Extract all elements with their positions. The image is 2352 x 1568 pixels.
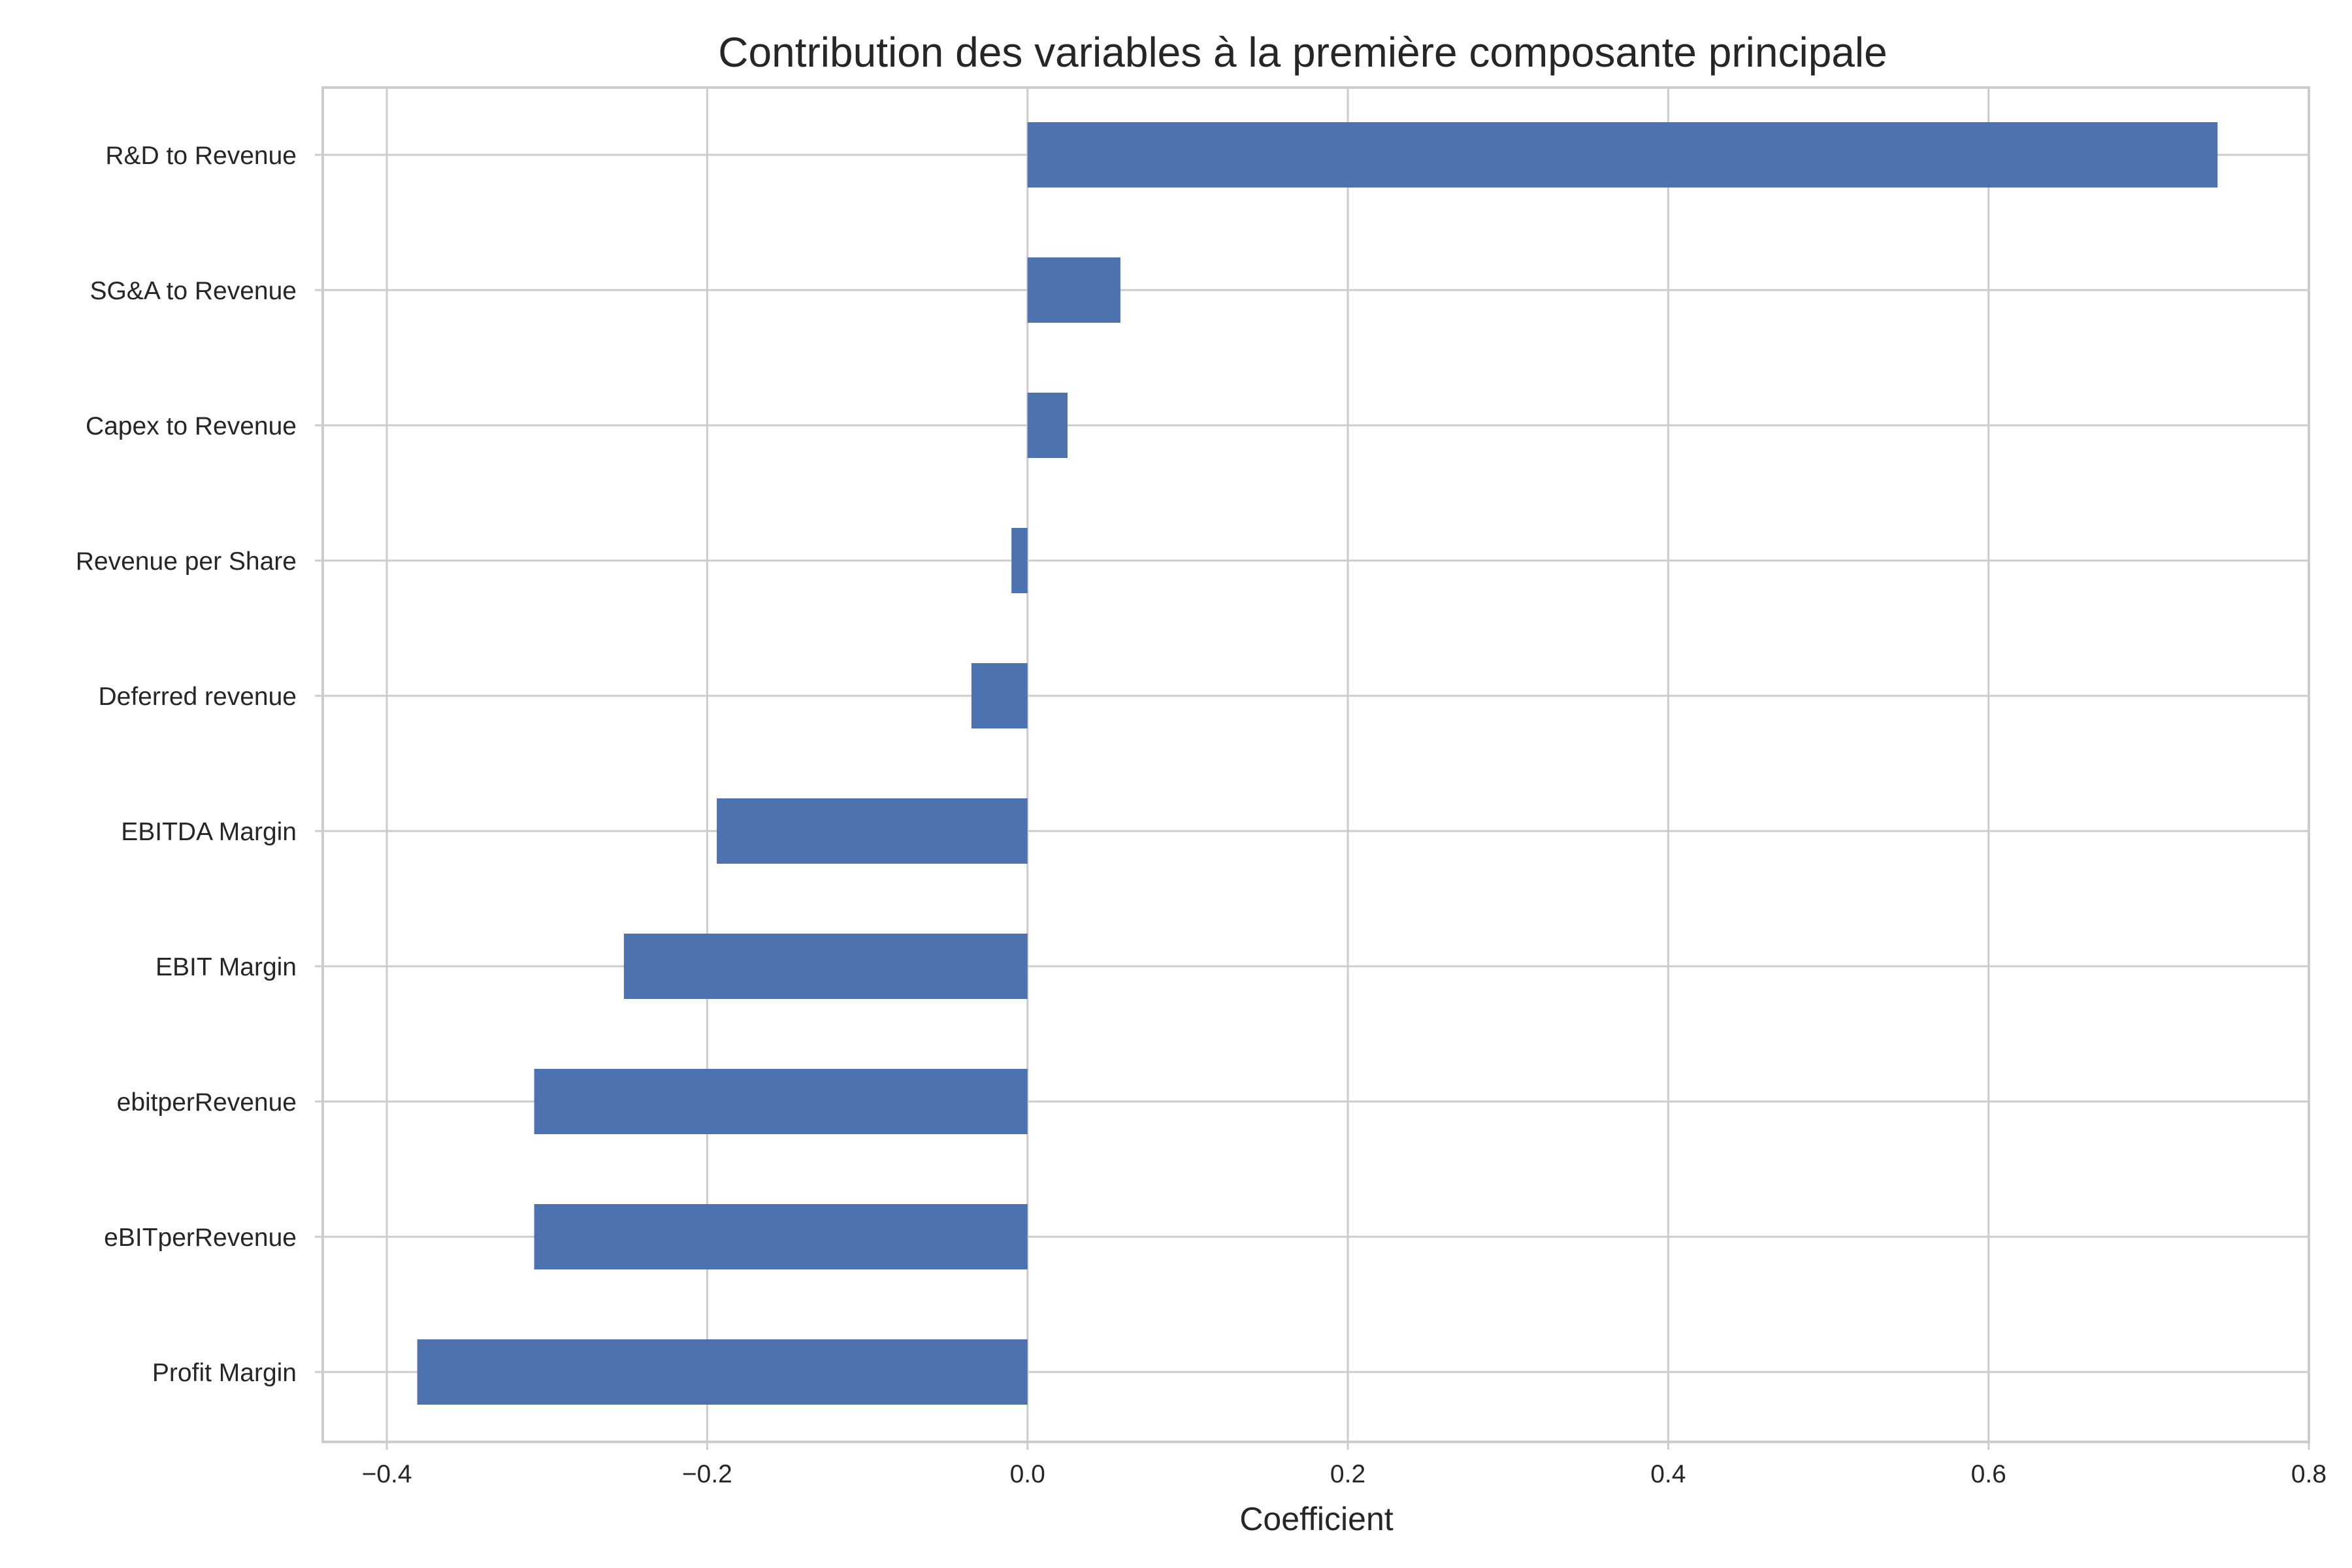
bar: [717, 798, 1028, 864]
bar: [417, 1339, 1028, 1405]
bars: [417, 122, 2218, 1405]
x-tick-label: 0.6: [1971, 1460, 2006, 1488]
y-tick-label: Deferred revenue: [98, 683, 297, 711]
bar: [623, 934, 1028, 999]
chart-title: Contribution des variables à la première…: [718, 29, 1887, 76]
bar: [1011, 528, 1028, 593]
y-tick-labels: R&D to Revenue SG&A to Revenue Capex to Re…: [76, 142, 297, 1387]
x-tick-label: 0.8: [2291, 1460, 2327, 1488]
plot-frame: [321, 86, 2310, 1443]
bar: [1027, 122, 2218, 188]
y-tick-label: Revenue per Share: [76, 547, 297, 576]
x-tick-label: −0.4: [362, 1460, 412, 1488]
y-tick-label: Profit Margin: [152, 1359, 297, 1387]
x-tick-label: −0.2: [682, 1460, 732, 1488]
bar: [534, 1204, 1028, 1269]
bar: [534, 1069, 1028, 1134]
y-tick-label: EBITDA Margin: [121, 818, 297, 846]
x-tick-label: 0.2: [1330, 1460, 1365, 1488]
y-tick-label: R&D to Revenue: [105, 142, 297, 170]
bar: [971, 663, 1028, 728]
y-tick-label: Capex to Revenue: [86, 412, 297, 440]
bar: [1027, 257, 1120, 323]
x-tick-label: 0.4: [1650, 1460, 1686, 1488]
x-axis-label: Coefficient: [1239, 1501, 1393, 1537]
x-tick-label: 0.0: [1010, 1460, 1045, 1488]
y-tick-label: SG&A to Revenue: [90, 277, 297, 305]
y-tick-label: EBIT Margin: [155, 953, 297, 981]
x-tick-labels: −0.4 −0.2 0.0 0.2 0.4 0.6 0.8: [362, 1460, 2327, 1488]
bar: [1027, 393, 1068, 458]
y-tick-label: ebitperRevenue: [117, 1088, 297, 1117]
y-tick-label: eBITperRevenue: [104, 1224, 297, 1252]
